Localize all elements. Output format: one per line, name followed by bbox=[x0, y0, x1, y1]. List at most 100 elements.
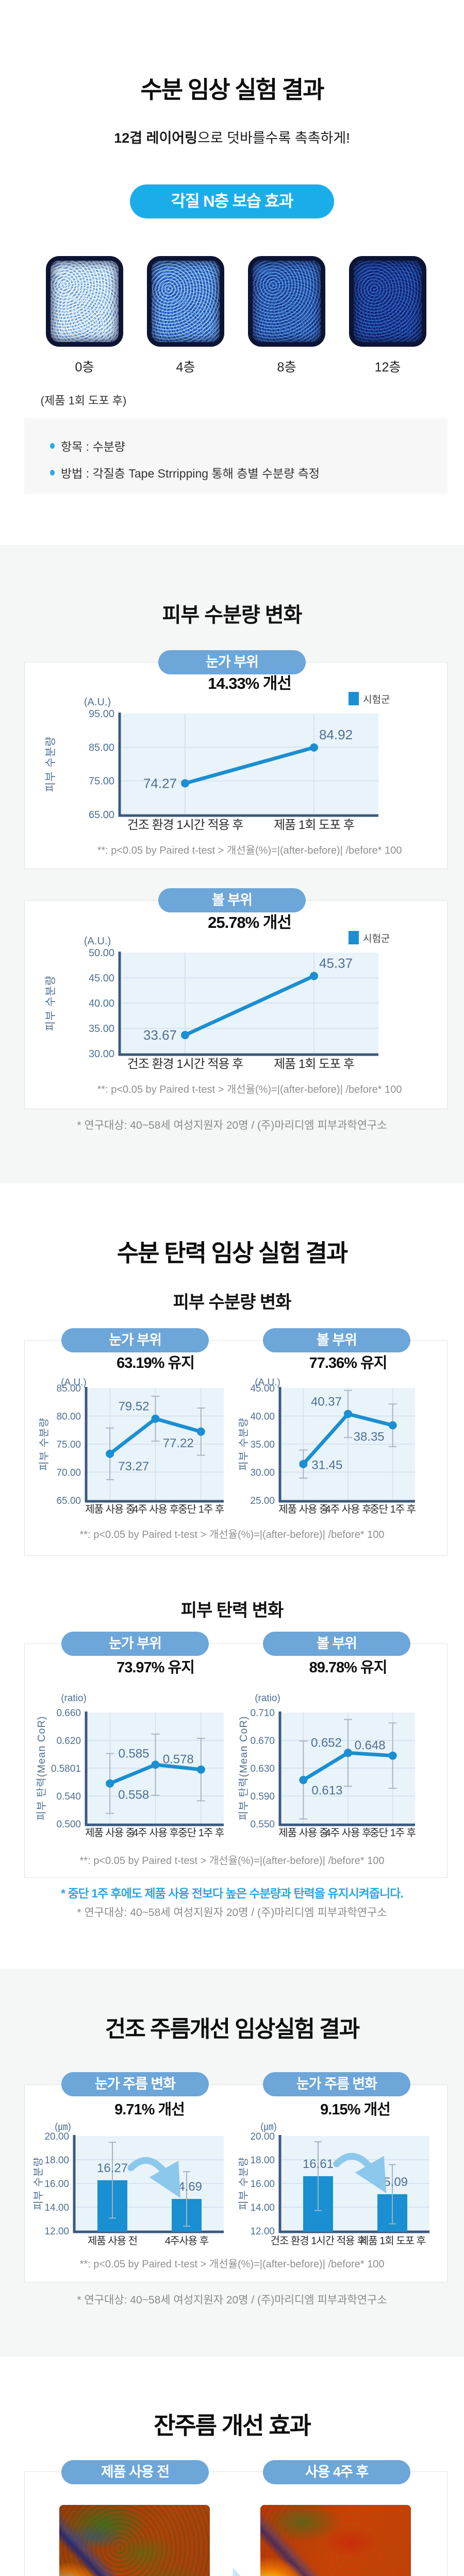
svg-text:(A.U.): (A.U.) bbox=[61, 1377, 87, 1388]
subjects-note: * 연구대상: 40~58세 여성지원자 20명 / (주)마리디엠 피부과학연… bbox=[77, 1120, 387, 1131]
svg-text:(ratio): (ratio) bbox=[61, 1693, 87, 1704]
svg-text:시험군: 시험군 bbox=[363, 694, 390, 705]
svg-text:73.97% 유지: 73.97% 유지 bbox=[117, 1659, 194, 1676]
svg-text:77.36% 유지: 77.36% 유지 bbox=[309, 1354, 387, 1371]
subsection-title-moisture: 피부 수분량 변화 bbox=[173, 1293, 292, 1312]
subtitle-bold: 12겹 레이어링 bbox=[114, 130, 197, 146]
svg-text:제품 사용 중: 제품 사용 중 bbox=[85, 1503, 135, 1515]
svg-text:4주 사용 후: 4주 사용 후 bbox=[325, 1827, 371, 1839]
svg-text:9.15% 개선: 9.15% 개선 bbox=[320, 2101, 390, 2118]
svg-text:85.00: 85.00 bbox=[56, 1383, 81, 1394]
svg-text:65.00: 65.00 bbox=[56, 1496, 81, 1506]
page-title: 수분 임상 실험 결과 bbox=[140, 76, 325, 103]
svg-text:80.00: 80.00 bbox=[56, 1412, 81, 1422]
svg-text:(ratio): (ratio) bbox=[255, 1693, 280, 1704]
svg-text:0.550: 0.550 bbox=[250, 1819, 275, 1830]
svg-text:16.61: 16.61 bbox=[303, 2157, 334, 2171]
svg-text:40.00: 40.00 bbox=[89, 998, 114, 1009]
stat-footnote: **: p<0.05 by Paired t-test > 개선율(%)=|(a… bbox=[79, 2259, 385, 2270]
svg-text:12.00: 12.00 bbox=[44, 2226, 69, 2237]
bullet-text: 방법 : 각질층 Tape Strripping 통해 층별 수분량 측정 bbox=[61, 467, 320, 480]
pill-before-use: 제품 사용 전 bbox=[61, 2460, 209, 2484]
svg-text:(A.U.): (A.U.) bbox=[84, 697, 111, 708]
svg-text:0.710: 0.710 bbox=[250, 1708, 275, 1719]
chart-cheek-moisture: 50.00 45.00 40.00 35.00 30.00 (A.U.) 피부 수분량건조 … bbox=[45, 913, 402, 1095]
svg-text:20.00: 20.00 bbox=[44, 2131, 69, 2142]
svg-text:84.92: 84.92 bbox=[319, 727, 353, 742]
svg-text:30.00: 30.00 bbox=[89, 1048, 114, 1060]
svg-text:0.540: 0.540 bbox=[56, 1791, 81, 1802]
svg-text:45.37: 45.37 bbox=[319, 955, 353, 971]
swatch-label: 8층 bbox=[277, 360, 296, 375]
svg-text:(㎛): (㎛) bbox=[55, 2122, 71, 2132]
svg-text:중단 1주 후: 중단 1주 후 bbox=[370, 1503, 416, 1515]
svg-text:피부 탄력(Mean CoR): 피부 탄력(Mean CoR) bbox=[36, 1716, 47, 1820]
svg-text:제품 1회 도포 후: 제품 1회 도포 후 bbox=[274, 1057, 354, 1071]
bullet-item: 항목 : 수분량 bbox=[50, 437, 125, 454]
svg-text:77.22: 77.22 bbox=[163, 1436, 194, 1450]
chart-eye-moisture-keep: 85.00 80.00 75.00 70.00 65.00 (A.U.) 피부 수분량제품 … bbox=[38, 1354, 225, 1515]
svg-text:31.45: 31.45 bbox=[311, 1459, 342, 1472]
svg-text:4주 사용 후: 4주 사용 후 bbox=[132, 1503, 178, 1515]
svg-text:18.00: 18.00 bbox=[44, 2155, 69, 2166]
bullet-dot-icon bbox=[50, 469, 55, 476]
svg-text:16.27: 16.27 bbox=[97, 2161, 128, 2175]
page-subtitle: 12겹 레이어링으로 덧바를수록 촉촉하게! bbox=[0, 127, 464, 147]
svg-text:65.00: 65.00 bbox=[89, 809, 114, 821]
svg-text:4주 사용 후: 4주 사용 후 bbox=[325, 1503, 371, 1515]
section-title-elasticity-test: 수분 탄력 임상 실험 결과 bbox=[117, 1240, 348, 1266]
svg-text:40.00: 40.00 bbox=[250, 1412, 275, 1422]
pill-eye-area: 눈가 부위 bbox=[158, 650, 306, 674]
section-title-fine-wrinkle: 잔주름 개선 효과 bbox=[154, 2412, 311, 2439]
svg-text:73.27: 73.27 bbox=[118, 1460, 149, 1473]
bullet-dot-icon bbox=[50, 443, 55, 449]
subtitle-rest: 으로 덧바를수록 촉촉하게! bbox=[197, 130, 350, 146]
swatch-layer-4 bbox=[147, 256, 224, 347]
pill-after-4weeks: 사용 4주 후 bbox=[263, 2460, 410, 2484]
swatch-label: 12층 bbox=[374, 360, 401, 375]
svg-text:75.00: 75.00 bbox=[89, 776, 114, 787]
bullet-item: 방법 : 각질층 Tape Strripping 통해 층별 수분량 측정 bbox=[50, 464, 320, 481]
svg-text:4주 사용 후: 4주 사용 후 bbox=[132, 1827, 178, 1839]
svg-text:25.78% 개선: 25.78% 개선 bbox=[208, 913, 291, 931]
pill-cheek-area: 볼 부위 bbox=[158, 888, 306, 912]
svg-text:14.00: 14.00 bbox=[44, 2202, 69, 2213]
subsection-title-elasticity: 피부 탄력 변화 bbox=[180, 1601, 284, 1620]
svg-text:14.33% 개선: 14.33% 개선 bbox=[208, 674, 291, 692]
svg-text:0.558: 0.558 bbox=[118, 1788, 149, 1802]
svg-text:(A.U.): (A.U.) bbox=[255, 1377, 280, 1388]
svg-text:25.00: 25.00 bbox=[250, 1496, 275, 1506]
svg-text:95.00: 95.00 bbox=[89, 708, 114, 720]
svg-text:85.00: 85.00 bbox=[89, 742, 114, 753]
svg-text:제품 사용 전: 제품 사용 전 bbox=[88, 2235, 137, 2247]
svg-text:63.19% 유지: 63.19% 유지 bbox=[117, 1354, 194, 1371]
svg-text:**: p<0.05 by Paired t-test >: **: p<0.05 by Paired t-test > 개선율(%)=|(a… bbox=[97, 1083, 402, 1095]
chart-cheek-moisture-keep: 45.00 40.00 35.00 30.00 25.00 (A.U.) 피부 수분량제품 … bbox=[238, 1354, 417, 1515]
chart-cheek-elasticity: 0.710 0.670 0.630 0.590 0.550 (ratio) 피부 탄력(Me… bbox=[238, 1659, 417, 1839]
pill-eye-wrinkle: 눈가 주름 변화 bbox=[61, 2072, 209, 2096]
svg-text:9.71% 개선: 9.71% 개선 bbox=[114, 2101, 185, 2118]
svg-text:제품 1회 도포 후: 제품 1회 도포 후 bbox=[274, 818, 354, 832]
subjects-note: * 연구대상: 40~58세 여성지원자 20명 / (주)마리디엠 피부과학연… bbox=[77, 1907, 387, 1919]
svg-text:45.00: 45.00 bbox=[89, 973, 114, 984]
stat-footnote: **: p<0.05 by Paired t-test > 개선율(%)=|(a… bbox=[79, 1529, 385, 1540]
svg-text:79.52: 79.52 bbox=[118, 1400, 149, 1414]
svg-text:피부 수분량: 피부 수분량 bbox=[32, 2157, 44, 2210]
svg-text:35.00: 35.00 bbox=[250, 1439, 275, 1450]
swatch-layer-12 bbox=[349, 256, 426, 347]
svg-text:0.630: 0.630 bbox=[250, 1764, 275, 1774]
svg-text:피부 탄력(Mean CoR): 피부 탄력(Mean CoR) bbox=[238, 1716, 250, 1820]
svg-text:35.00: 35.00 bbox=[89, 1023, 114, 1035]
swatch-label: 4층 bbox=[176, 360, 195, 375]
wrinkle-image-after bbox=[260, 2505, 411, 2576]
svg-text:70.00: 70.00 bbox=[56, 1468, 81, 1479]
method-note-box: 항목 : 수분량 방법 : 각질층 Tape Strripping 통해 층별 … bbox=[24, 418, 448, 494]
svg-text:제품 1회 도포 후: 제품 1회 도포 후 bbox=[359, 2235, 426, 2247]
svg-text:0.585: 0.585 bbox=[118, 1747, 149, 1760]
svg-text:75.00: 75.00 bbox=[56, 1439, 81, 1450]
pill-eye-area: 눈가 부위 bbox=[61, 1328, 209, 1352]
